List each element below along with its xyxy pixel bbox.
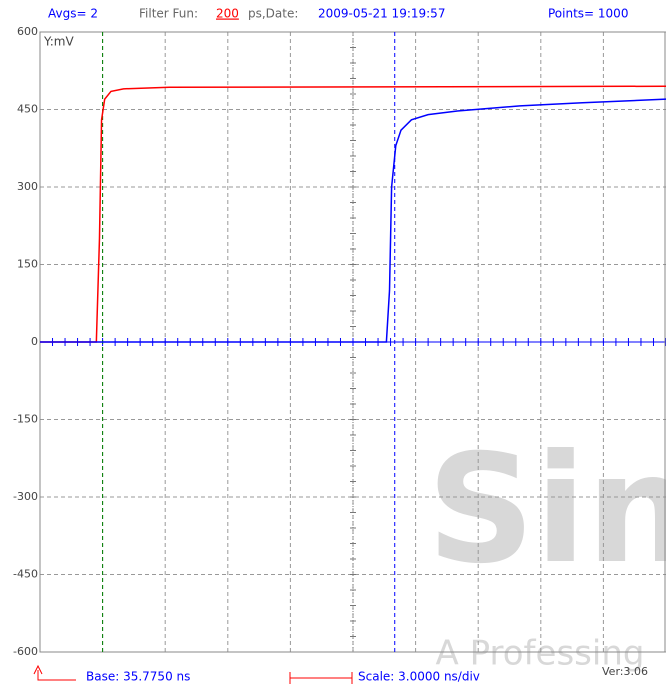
scale: Scale: 3.0000 ns/div	[358, 670, 480, 684]
date-label: ps,Date:	[248, 7, 298, 21]
watermark: Sin	[427, 423, 666, 597]
y-tick-label: -600	[13, 645, 38, 658]
y-tick-label: 450	[17, 103, 38, 116]
filter-value: 200	[216, 7, 239, 21]
y-tick-label: -150	[13, 413, 38, 426]
y-tick-label: -450	[13, 568, 38, 581]
y-tick-label: -300	[13, 490, 38, 503]
version: Ver:3.06	[602, 665, 648, 678]
scale-marker	[290, 672, 352, 684]
y-tick-label: 150	[17, 258, 38, 271]
filter-label: Filter Fun:	[139, 7, 198, 21]
avgs: Avgs= 2	[48, 7, 98, 21]
date: 2009-05-21 19:19:57	[318, 7, 445, 21]
y-tick-label: 0	[31, 335, 38, 348]
y-axis-label: Y:mV	[43, 35, 74, 49]
y-tick-label: 600	[17, 25, 38, 38]
chart: Sin A Professing 6004503001500-150-300-4…	[0, 0, 666, 684]
base: Base: 35.7750 ns	[86, 670, 190, 684]
points: Points= 1000	[548, 7, 628, 21]
y-tick-label: 300	[17, 180, 38, 193]
base-marker	[38, 670, 76, 680]
